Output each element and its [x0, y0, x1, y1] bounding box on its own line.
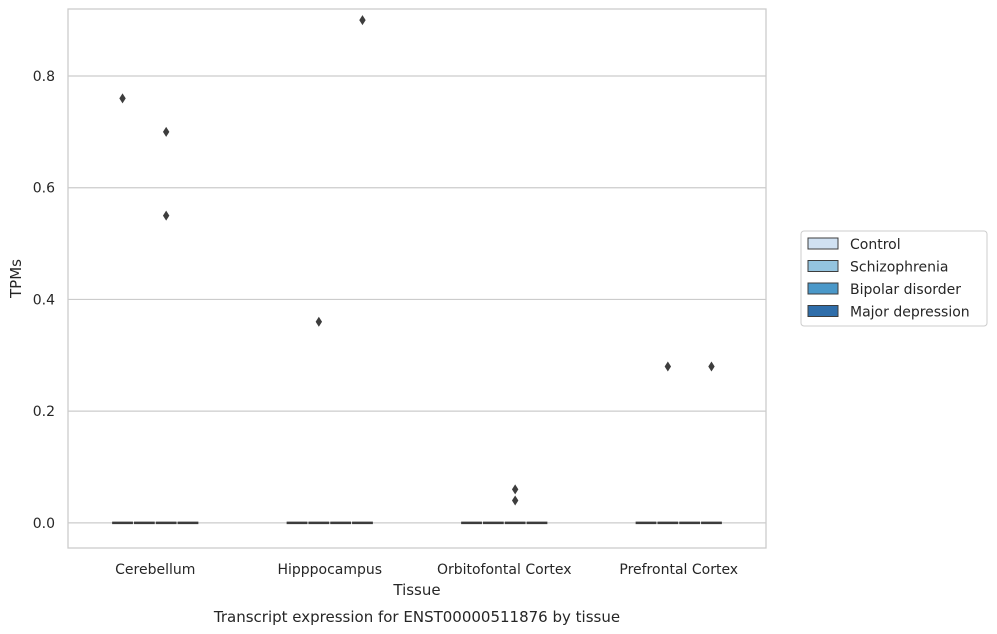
y-tick-label: 0.8: [33, 69, 55, 85]
outlier-point: [315, 316, 323, 327]
x-tick-label: Prefrontal Cortex: [619, 562, 738, 578]
y-tick-label: 0.0: [33, 516, 55, 532]
legend-label: Schizophrenia: [850, 260, 948, 276]
outlier-point: [664, 361, 672, 372]
legend-swatch: [807, 282, 839, 295]
outlier-point: [511, 484, 519, 495]
outlier-point: [511, 495, 519, 506]
outlier-point: [119, 93, 126, 104]
outlier-point: [708, 361, 715, 372]
legend-swatch: [807, 237, 839, 250]
x-tick-label: Hipppocampus: [277, 562, 382, 578]
outliers: [119, 15, 715, 506]
y-tick-label: 0.4: [33, 292, 55, 308]
outlier-point: [359, 15, 366, 26]
legend-frame: [800, 230, 988, 327]
plot-frame: [67, 8, 767, 549]
gridlines: [68, 75, 766, 524]
y-tick-labels: 0.0 0.2 0.4 0.6 0.8: [33, 69, 55, 532]
legend: Control Schizophrenia Bipolar disorder Majo…: [800, 230, 988, 327]
legend-label: Control: [850, 237, 901, 253]
outlier-point: [162, 210, 170, 221]
x-tick-labels: Cerebellum Hipppocampus Orbitofontal Corte…: [115, 562, 738, 578]
x-tick-label: Orbitofontal Cortex: [437, 562, 572, 578]
outlier-point: [162, 126, 170, 137]
legend-swatch: [807, 260, 839, 272]
x-axis-label: Tissue: [392, 581, 440, 599]
chart-caption: Transcript expression for ENST0000051187…: [213, 608, 620, 626]
y-tick-label: 0.2: [33, 404, 55, 420]
x-tick-label: Cerebellum: [115, 562, 195, 578]
y-tick-label: 0.6: [33, 181, 55, 197]
legend-label: Bipolar disorder: [850, 282, 961, 298]
y-axis-label: TPMs: [7, 259, 25, 299]
legend-swatch: [807, 305, 839, 317]
boxes: [112, 521, 722, 525]
legend-label: Major depression: [850, 305, 970, 321]
